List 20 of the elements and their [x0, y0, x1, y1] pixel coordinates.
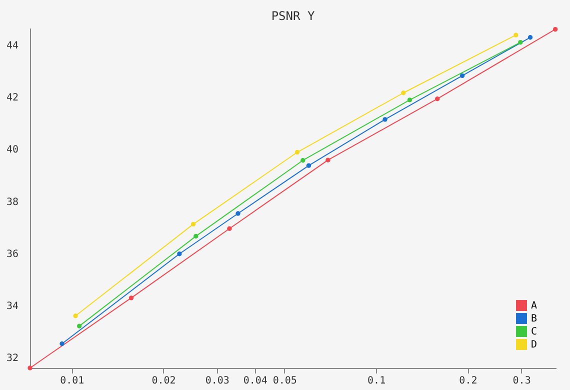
y-tick-label: 44 [6, 40, 18, 52]
x-tick-label: 0.01 [60, 376, 84, 386]
y-tick-label: 34 [6, 300, 18, 312]
chart-title: PSNR Y [271, 8, 316, 23]
y-tick-label: 42 [6, 92, 18, 104]
y-tick-label: 36 [6, 248, 18, 260]
x-tick-label: 0.2 [459, 376, 478, 386]
x-tick-label: 0.3 [512, 376, 531, 386]
y-tick-label: 38 [6, 196, 18, 208]
x-tick-label: 0.05 [272, 376, 297, 386]
y-tick-label: 40 [6, 144, 18, 156]
x-tick-label: 0.02 [152, 376, 176, 386]
x-tick-label: 0.1 [368, 376, 386, 386]
legend-label: A [531, 300, 538, 312]
legend-label: B [531, 314, 538, 324]
legend-label: D [531, 340, 538, 350]
x-tick-label: 0.03 [205, 376, 230, 386]
y-tick-label: 32 [6, 353, 18, 364]
legend-label: C [531, 326, 538, 338]
x-tick-label: 0.04 [243, 376, 268, 386]
